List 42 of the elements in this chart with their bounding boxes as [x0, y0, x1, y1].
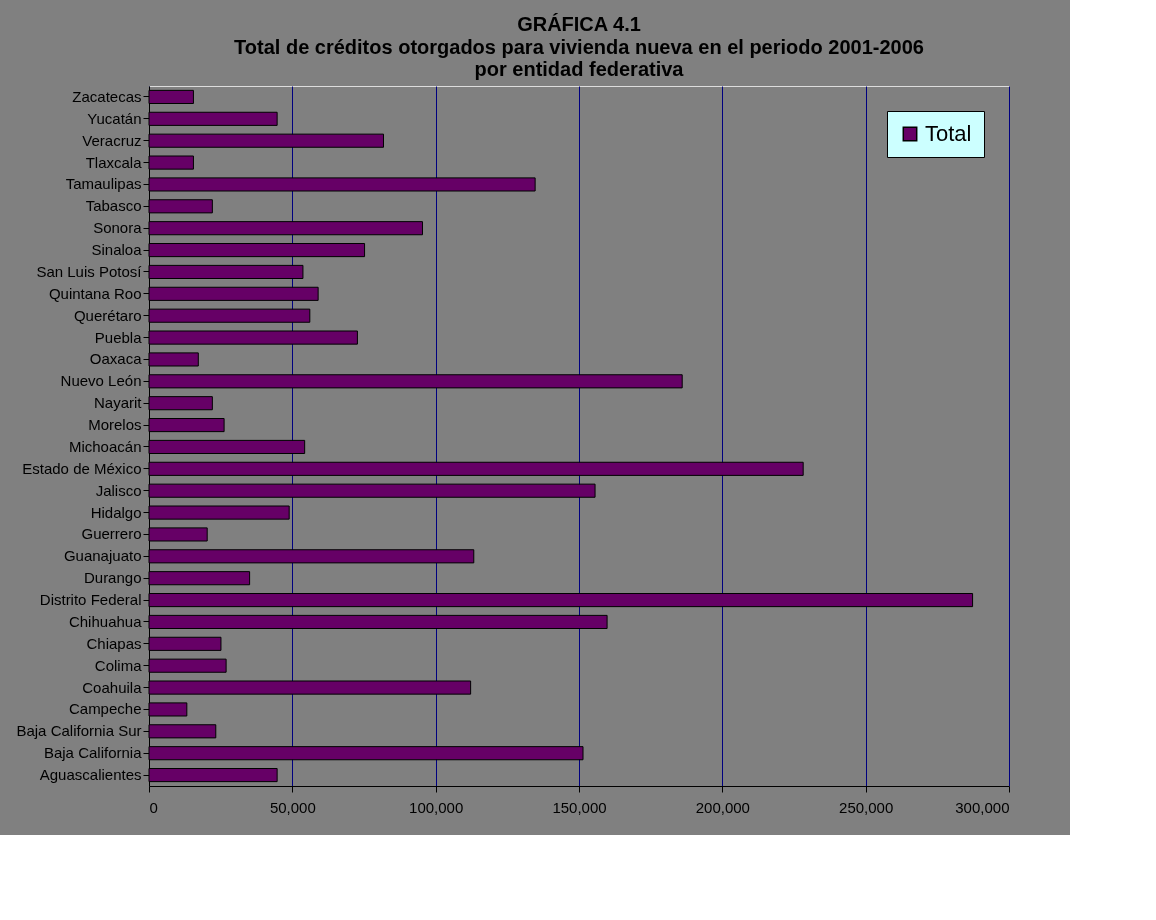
x-tick-label: 50,000: [269, 798, 316, 816]
y-tick-label: Tabasco: [85, 197, 142, 215]
y-tick-label: Morelos: [88, 416, 142, 434]
x-tick-label: 0: [149, 798, 158, 816]
legend-label: Total: [925, 121, 972, 146]
x-tick-label: 150,000: [552, 798, 607, 816]
y-tick-label: Estado de México: [22, 459, 142, 477]
y-tick-label: Zacatecas: [72, 87, 142, 105]
x-tick-label: 100,000: [409, 798, 464, 816]
y-tick-label: Chiapas: [86, 634, 142, 652]
y-tick-label: Colima: [94, 656, 143, 674]
y-tick-label: Oaxaca: [89, 350, 143, 368]
chart-subtitle: Total de créditos otorgados para vivienda nueva en el periodo 2001-2006 por entidad federativa: [234, 36, 924, 80]
y-tick-label: Guerrero: [81, 525, 142, 543]
y-tick-label: Puebla: [94, 328, 143, 346]
y-tick-label: Nayarit: [93, 394, 143, 412]
y-tick-label: Coahuila: [82, 678, 143, 696]
y-tick-label: Tamaulipas: [65, 175, 142, 193]
y-tick-label: Sonora: [93, 219, 143, 237]
y-tick-label: Sinaloa: [91, 241, 143, 259]
y-tick-label: Jalisco: [95, 481, 142, 499]
y-tick-label: Quintana Roo: [48, 284, 142, 302]
y-tick-label: Querétaro: [73, 306, 142, 324]
y-tick-label: Chihuahua: [68, 612, 143, 630]
y-tick-label: Michoacán: [68, 437, 142, 455]
y-tick-label: Baja California: [43, 744, 143, 762]
y-tick-label: Nuevo León: [60, 372, 142, 390]
y-tick-label: Distrito Federal: [39, 591, 142, 609]
y-tick-label: Yucatán: [87, 109, 142, 127]
y-tick-label: Veracruz: [82, 131, 142, 149]
x-tick-label: 300,000: [955, 798, 1010, 816]
y-tick-label: Tlaxcala: [85, 153, 143, 171]
y-tick-label: Aguascalientes: [39, 766, 142, 784]
x-tick-label: 250,000: [839, 798, 894, 816]
y-tick-label: San Luis Potosí: [36, 262, 143, 280]
y-tick-label: Guanajuato: [63, 547, 142, 565]
y-tick-label: Campeche: [68, 700, 142, 718]
x-tick-label: 200,000: [695, 798, 750, 816]
chart-title: GRÁFICA 4.1: [517, 13, 641, 35]
y-tick-label: Hidalgo: [90, 503, 142, 521]
y-tick-label: Durango: [83, 569, 142, 587]
y-tick-label: Baja California Sur: [16, 722, 142, 740]
